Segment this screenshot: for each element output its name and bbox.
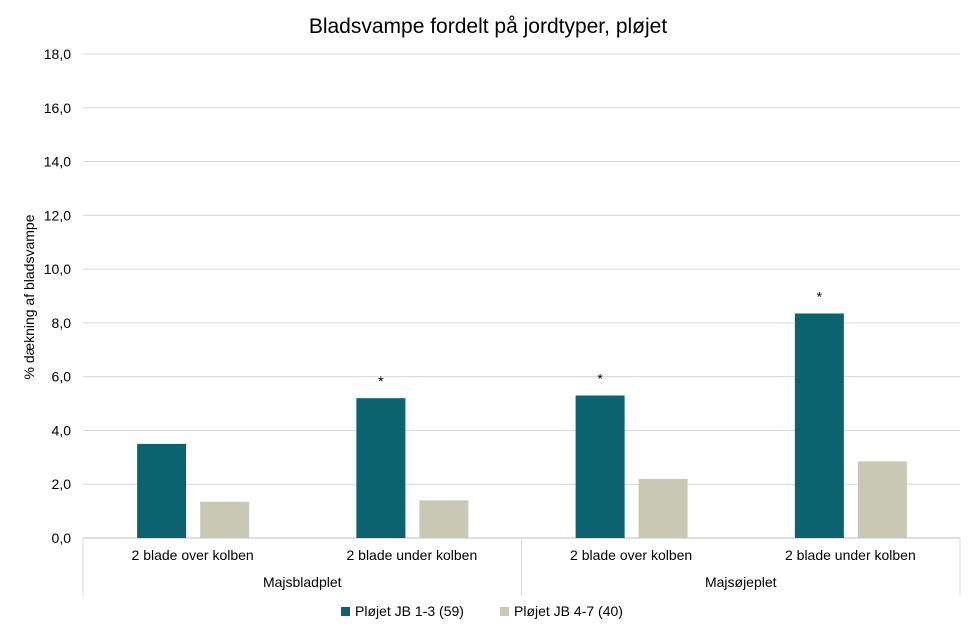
x-tick-label: 2 blade over kolben — [132, 547, 254, 563]
annotations: * * * — [378, 288, 823, 389]
bar — [200, 501, 250, 538]
y-tick-label: 18,0 — [44, 46, 71, 62]
y-tick-label: 10,0 — [44, 261, 71, 277]
legend-label: Pløjet JB 1-3 (59) — [355, 603, 464, 619]
legend-swatch — [341, 607, 350, 616]
legend-label: Pløjet JB 4-7 (40) — [514, 603, 623, 619]
bar — [356, 398, 406, 538]
bar — [575, 395, 625, 538]
gridlines — [83, 53, 960, 539]
bars — [137, 313, 907, 538]
bar — [419, 500, 469, 538]
legend-swatch — [500, 607, 509, 616]
y-tick-labels: 0,0 2,0 4,0 6,0 8,0 10,0 12,0 14,0 16,0 18,0 — [44, 46, 71, 546]
significance-marker: * — [597, 370, 603, 386]
bar — [638, 478, 688, 538]
y-tick-label: 0,0 — [52, 530, 72, 546]
y-tick-label: 2,0 — [52, 476, 72, 492]
bar — [137, 443, 187, 538]
x-axis: 2 blade over kolben 2 blade under kolben 2… — [82, 538, 961, 596]
significance-marker: * — [378, 373, 384, 389]
y-axis-label: % dækning af bladsvampe — [21, 214, 37, 379]
y-tick-label: 12,0 — [44, 207, 71, 223]
group-label: Majsøjeplet — [705, 574, 777, 590]
x-tick-label: 2 blade over kolben — [570, 547, 692, 563]
y-tick-label: 16,0 — [44, 100, 71, 116]
x-tick-label: 2 blade under kolben — [785, 547, 916, 563]
bar — [794, 313, 844, 538]
y-tick-label: 14,0 — [44, 154, 71, 170]
bar — [857, 461, 907, 538]
y-tick-label: 6,0 — [52, 369, 72, 385]
significance-marker: * — [817, 288, 823, 304]
y-tick-label: 4,0 — [52, 422, 72, 438]
y-tick-label: 8,0 — [52, 315, 72, 331]
group-label: Majsbladplet — [263, 574, 342, 590]
chart-title: Bladsvampe fordelt på jordtyper, pløjet — [309, 15, 668, 38]
legend: Pløjet JB 1-3 (59) Pløjet JB 4-7 (40) — [341, 603, 623, 619]
x-tick-label: 2 blade under kolben — [346, 547, 477, 563]
